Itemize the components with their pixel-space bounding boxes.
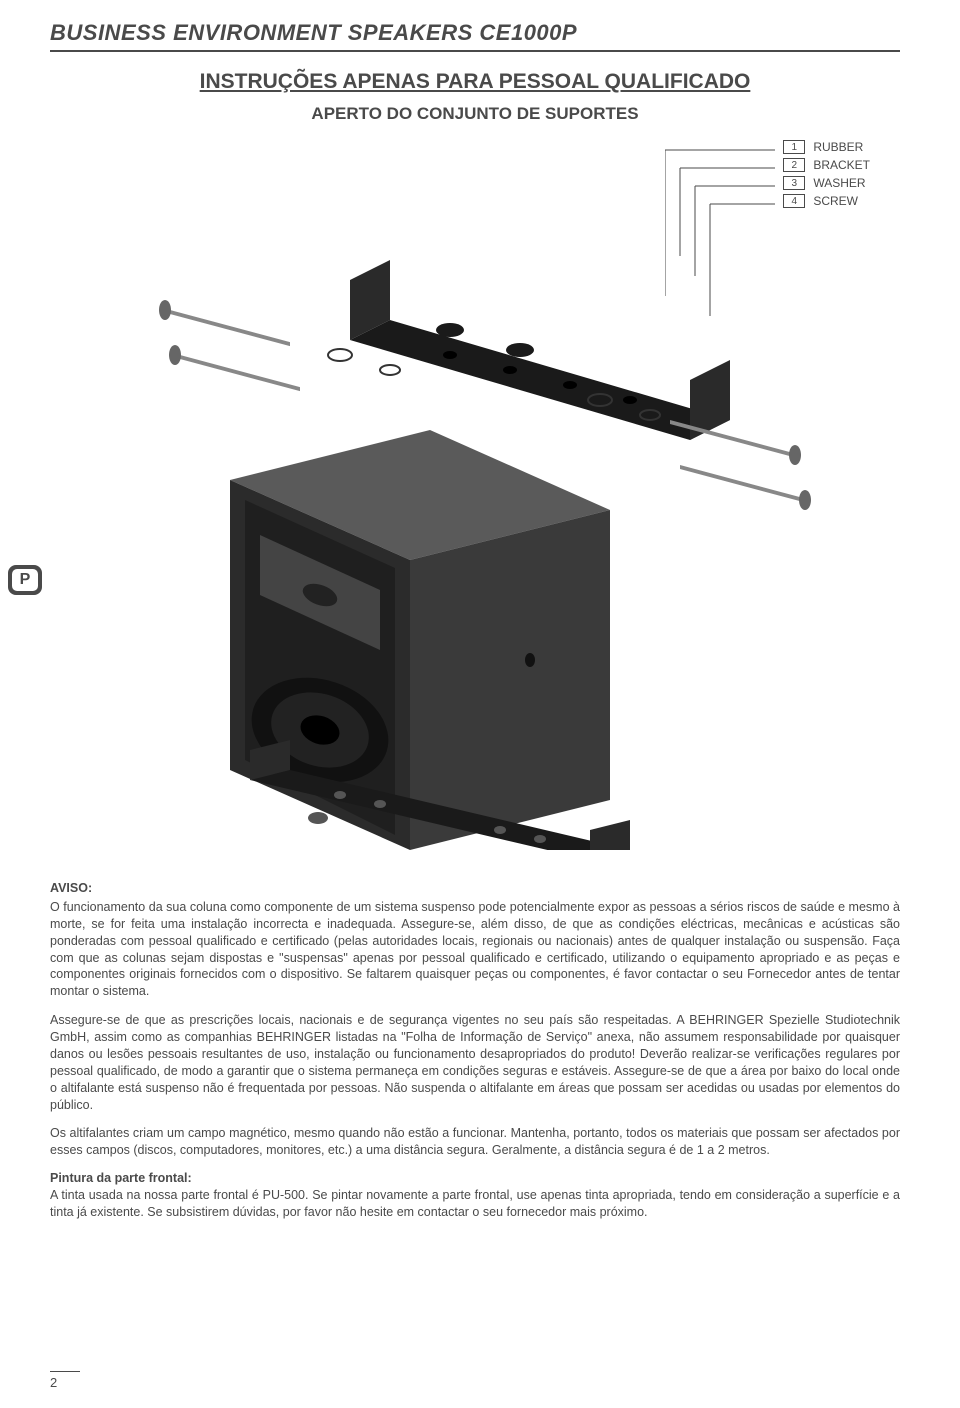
legend-num: 3 xyxy=(783,176,805,190)
pintura-body: A tinta usada na nossa parte frontal é P… xyxy=(50,1187,900,1221)
page-number: 2 xyxy=(50,1371,80,1390)
legend-label: RUBBER xyxy=(813,140,863,154)
legend-row: 3 WASHER xyxy=(783,176,870,190)
aviso-paragraph-3: Os altifalantes criam um campo magnético… xyxy=(50,1125,900,1159)
pintura-heading: Pintura da parte frontal: xyxy=(50,1171,900,1185)
aviso-paragraph-2: Assegure-se de que as prescrições locais… xyxy=(50,1012,900,1113)
aviso-paragraph-1: O funcionamento da sua coluna como compo… xyxy=(50,900,900,998)
legend-row: 2 BRACKET xyxy=(783,158,870,172)
legend-num: 1 xyxy=(783,140,805,154)
subtitle: APERTO DO CONJUNTO DE SUPORTES xyxy=(50,104,900,124)
aviso-block: AVISO: O funcionamento da sua coluna com… xyxy=(50,880,900,1000)
header-title: BUSINESS ENVIRONMENT SPEAKERS CE1000P xyxy=(50,20,900,52)
main-title: INSTRUÇÕES APENAS PARA PESSOAL QUALIFICA… xyxy=(50,70,900,94)
speaker-exploded-diagram xyxy=(90,200,850,850)
language-badge-letter: P xyxy=(12,569,38,591)
aviso-label: AVISO: xyxy=(50,880,900,897)
diagram-area: P 1 RUBBER 2 BRACKET 3 WASHER 4 SCREW xyxy=(50,140,900,860)
legend-num: 2 xyxy=(783,158,805,172)
legend-row: 1 RUBBER xyxy=(783,140,870,154)
legend-label: WASHER xyxy=(813,176,865,190)
language-badge: P xyxy=(8,565,42,595)
legend-label: BRACKET xyxy=(813,158,870,172)
